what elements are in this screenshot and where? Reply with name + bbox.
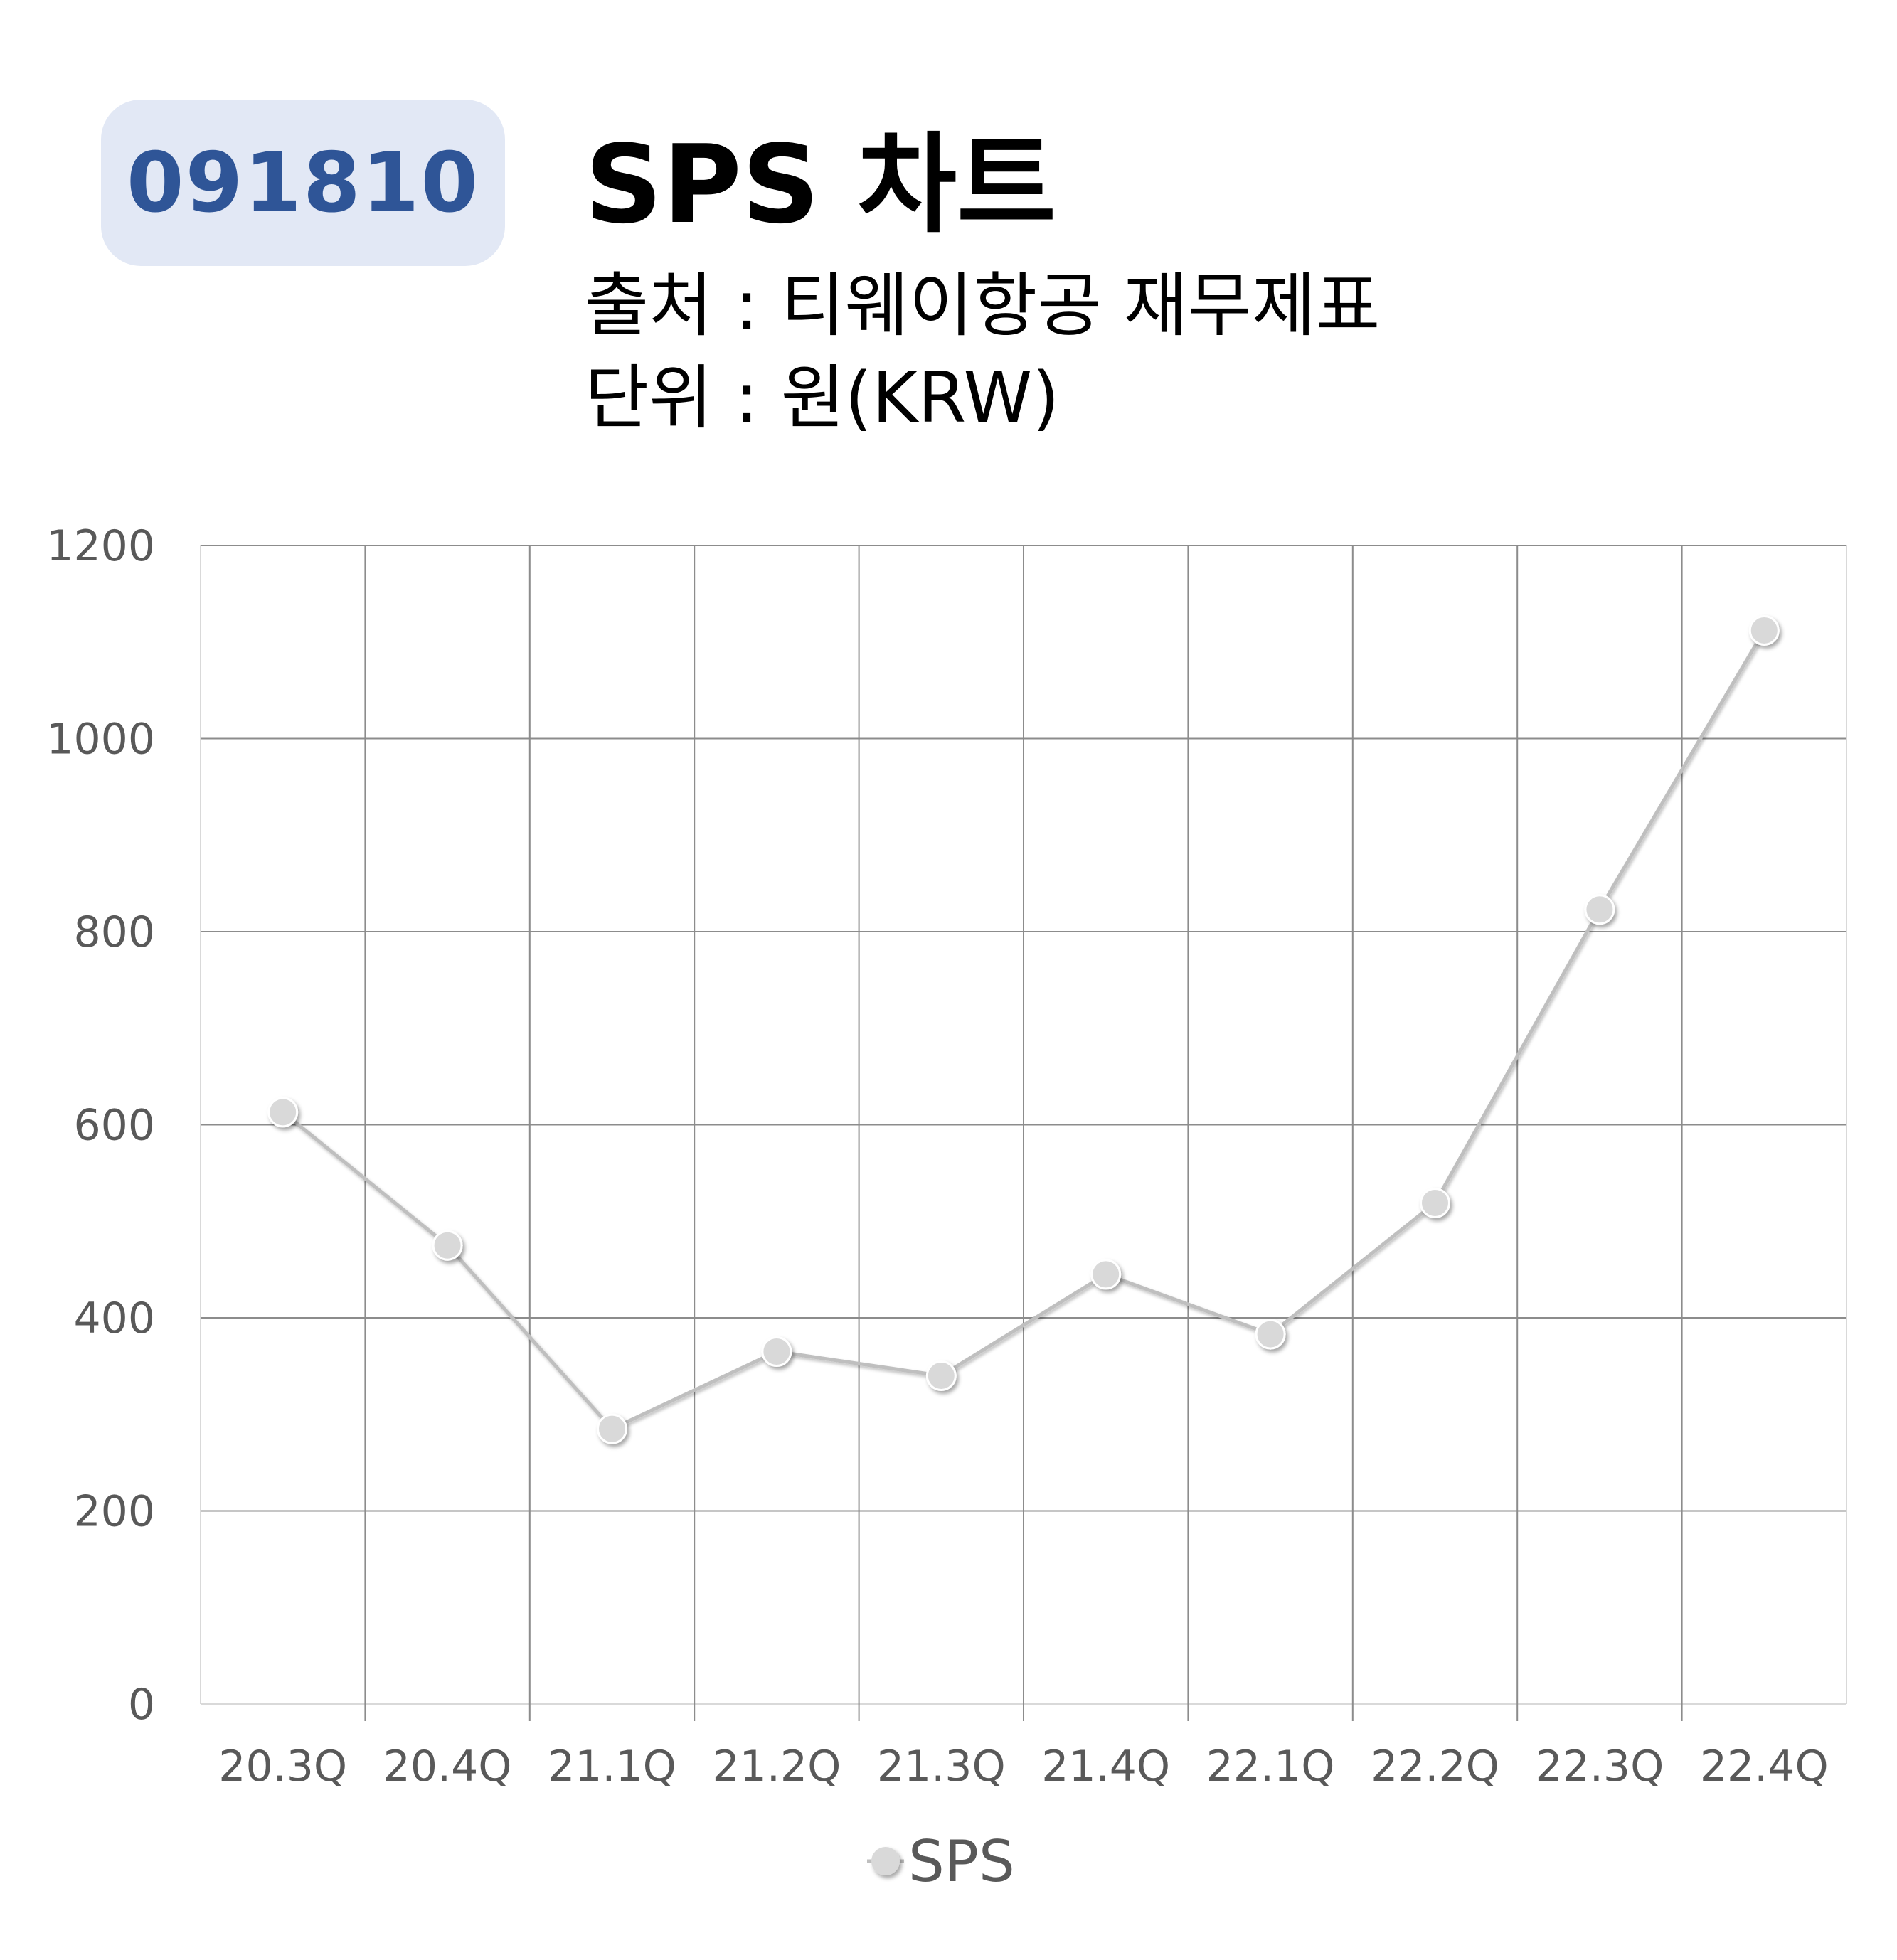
data-point xyxy=(1090,1259,1122,1290)
data-point xyxy=(761,1336,792,1368)
unit-text: 단위 : 원(KRW) xyxy=(585,358,1060,439)
data-point xyxy=(925,1360,957,1391)
x-tick-label: 21.2Q xyxy=(712,1742,841,1791)
y-tick-label: 800 xyxy=(73,907,155,957)
y-tick-label: 600 xyxy=(73,1101,155,1151)
y-tick-label: 1000 xyxy=(46,715,155,765)
y-tick-label: 0 xyxy=(128,1680,155,1730)
legend: SPS xyxy=(867,1828,1015,1895)
x-tick-label: 20.4Q xyxy=(383,1742,512,1791)
data-point xyxy=(597,1413,627,1444)
legend-label: SPS xyxy=(908,1828,1015,1895)
y-tick-label: 200 xyxy=(73,1487,155,1537)
x-tick-label: 22.2Q xyxy=(1371,1742,1499,1791)
x-tick-label: 22.3Q xyxy=(1535,1742,1664,1791)
series-line xyxy=(282,629,1766,1432)
x-tick-label: 21.1Q xyxy=(548,1742,676,1791)
x-tick-label: 21.4Q xyxy=(1041,1742,1170,1791)
data-point xyxy=(1748,614,1780,646)
x-tick-label: 22.1Q xyxy=(1206,1742,1335,1791)
series-sps xyxy=(267,614,1780,1444)
stock-code: 091810 xyxy=(126,134,480,231)
grid-lines xyxy=(200,545,1847,1721)
y-tick-label: 1200 xyxy=(46,521,155,571)
y-axis-ticks: 0 200 400 600 800 1000 1200 xyxy=(46,521,155,1730)
data-point xyxy=(1255,1319,1286,1350)
data-point xyxy=(1584,894,1615,925)
source-text: 출처 : 티웨이항공 재무제표 xyxy=(585,265,1381,346)
x-tick-label: 20.3Q xyxy=(218,1742,347,1791)
data-point xyxy=(1420,1187,1450,1218)
x-axis-ticks: 20.3Q 20.4Q 21.1Q 21.2Q 21.3Q 21.4Q 22.1Q 22.2Q… xyxy=(218,1742,1828,1791)
stock-code-badge: 091810 xyxy=(101,100,505,266)
y-tick-label: 400 xyxy=(73,1294,155,1343)
legend-marker-icon xyxy=(871,1847,900,1875)
data-point xyxy=(267,1097,299,1128)
x-tick-label: 21.3Q xyxy=(877,1742,1006,1791)
data-point xyxy=(432,1230,463,1261)
chart-title: SPS 차트 xyxy=(585,122,1056,247)
x-tick-label: 22.4Q xyxy=(1700,1742,1829,1791)
